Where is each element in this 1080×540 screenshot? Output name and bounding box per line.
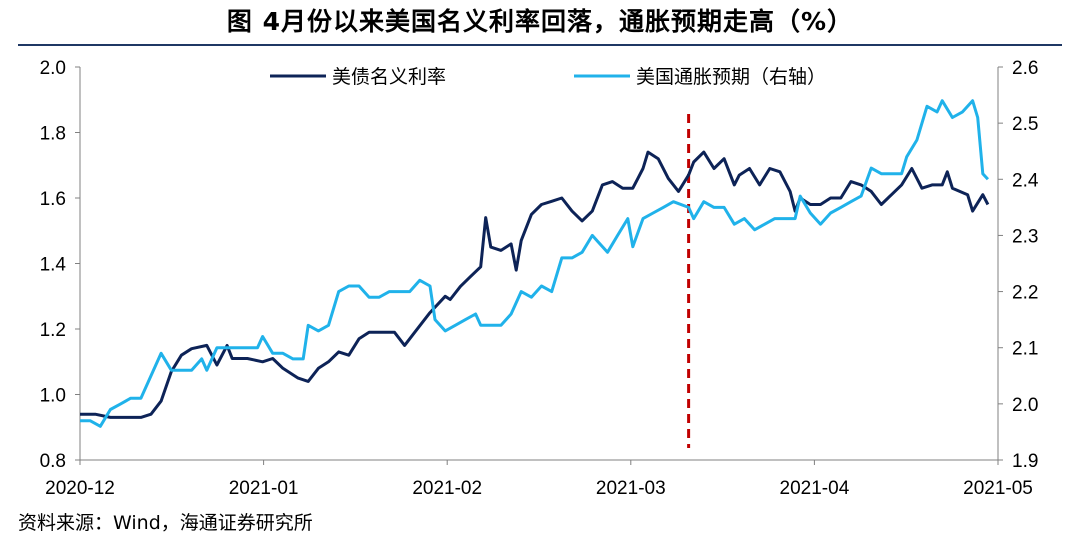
x-tick-label: 2021-01 bbox=[229, 478, 299, 499]
right-tick-label: 2.5 bbox=[1012, 114, 1038, 135]
right-tick-label: 1.9 bbox=[1012, 451, 1038, 472]
x-tick-label: 2021-03 bbox=[596, 478, 666, 499]
x-tick-label: 2021-04 bbox=[780, 478, 850, 499]
left-tick-label: 1.8 bbox=[40, 124, 66, 145]
legend-label-2: 美国通胀预期（右轴） bbox=[636, 66, 826, 88]
source-note: 资料来源：Wind，海通证券研究所 bbox=[18, 512, 313, 534]
series-line-1 bbox=[80, 150, 990, 419]
legend-label-1: 美债名义利率 bbox=[332, 66, 446, 88]
left-tick-label: 1.4 bbox=[40, 255, 67, 276]
chart-legend: 美债名义利率 美国通胀预期（右轴） bbox=[270, 66, 826, 88]
chart-axes: 0.8 1.0 1.2 1.4 1.6 1.8 2.0 1.9 2.0 2.1 2.2 2.3 2.4 2… bbox=[40, 58, 1039, 499]
title-divider bbox=[18, 44, 1062, 46]
right-tick-label: 2.0 bbox=[1012, 395, 1038, 416]
left-tick-label: 1.2 bbox=[40, 320, 66, 341]
right-tick-label: 2.2 bbox=[1012, 283, 1038, 304]
right-tick-label: 2.6 bbox=[1012, 58, 1038, 79]
right-tick-label: 2.3 bbox=[1012, 226, 1038, 247]
x-tick-label: 2020-12 bbox=[45, 478, 115, 499]
left-tick-label: 1.0 bbox=[40, 386, 66, 407]
chart-title: 图 4月份以来美国名义利率回落，通胀预期走高（%） bbox=[18, 4, 1062, 40]
x-tick-label: 2021-02 bbox=[412, 478, 482, 499]
left-tick-label: 0.8 bbox=[40, 451, 66, 472]
left-tick-label: 2.0 bbox=[40, 58, 66, 79]
x-tick-label: 2021-05 bbox=[963, 478, 1033, 499]
chart-marks bbox=[80, 99, 990, 448]
right-tick-label: 2.1 bbox=[1012, 339, 1038, 360]
chart-title-text: 图 4月份以来美国名义利率回落，通胀预期走高（%） bbox=[226, 7, 854, 36]
right-tick-label: 2.4 bbox=[1012, 170, 1039, 191]
left-tick-label: 1.6 bbox=[40, 189, 66, 210]
series-line-2 bbox=[80, 99, 990, 428]
